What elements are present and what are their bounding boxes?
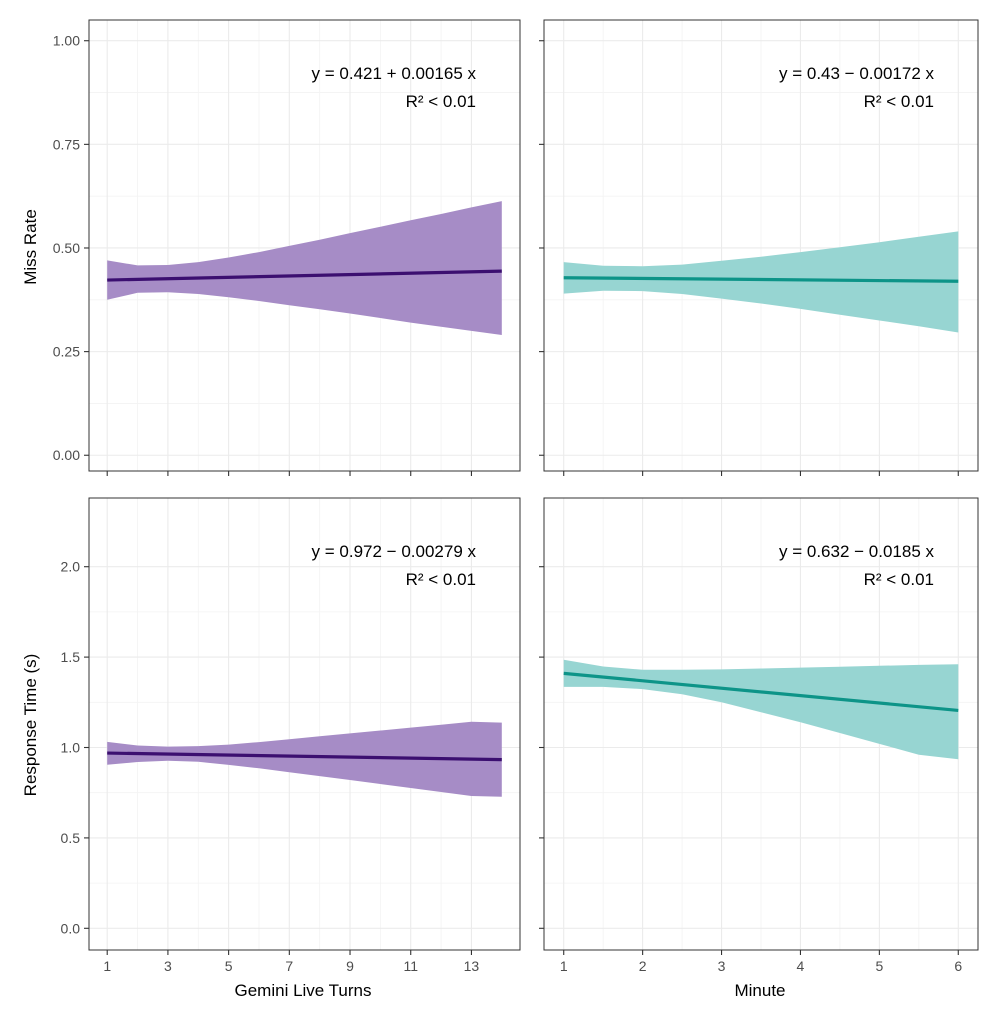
panel-bottom-right: 1 2 3 4 5 6 y = 0.632 − 0.0185 x R² < 0.01 — [539, 497, 979, 974]
y-tick-label: 0.25 — [53, 344, 80, 360]
r-squared-label: R² < 0.01 — [864, 570, 934, 589]
x-tick-label: 3 — [164, 958, 172, 974]
panel-border — [543, 19, 979, 472]
y-tick-label: 0.50 — [53, 240, 80, 256]
y-tick-label: 0.0 — [61, 920, 81, 936]
panel-border — [543, 497, 979, 951]
r-squared-label: R² < 0.01 — [406, 92, 476, 111]
regression-line — [563, 671, 959, 713]
y-tick-label: 0.5 — [61, 830, 81, 846]
y-tick-label: 0.00 — [53, 447, 80, 463]
x-tick-label: 13 — [464, 958, 480, 974]
y-tick-label: 1.00 — [53, 33, 80, 49]
y-tick-label: 0.75 — [53, 136, 80, 152]
equation-label: y = 0.421 + 0.00165 x — [312, 64, 477, 83]
x-tick-label: 9 — [346, 958, 354, 974]
regression-line — [563, 276, 959, 283]
panel-background — [89, 498, 520, 950]
y-tick-label: 1.5 — [61, 649, 81, 665]
panel-top-left: 0.00 0.25 0.50 0.75 1.00 y = 0.421 + 0.00165 … — [53, 19, 521, 476]
panel-border — [88, 19, 521, 472]
panel-border — [88, 497, 521, 951]
x-tick-label: 7 — [285, 958, 293, 974]
confidence-band — [563, 231, 959, 333]
regression-line — [107, 751, 502, 762]
equation-label: y = 0.632 − 0.0185 x — [779, 542, 935, 561]
x-axis-title-gemini-live-turns: Gemini Live Turns — [235, 981, 372, 1000]
equation-label: y = 0.43 − 0.00172 x — [779, 64, 935, 83]
x-tick-label: 5 — [225, 958, 233, 974]
x-tick-label: 2 — [639, 958, 647, 974]
equation-label: y = 0.972 − 0.00279 x — [312, 542, 477, 561]
x-tick-label: 1 — [560, 958, 568, 974]
x-axis-title-minute: Minute — [734, 981, 785, 1000]
confidence-band — [107, 721, 502, 797]
y-axis-title-response-time: Response Time (s) — [21, 654, 40, 797]
y-axis-title-miss-rate: Miss Rate — [21, 209, 40, 285]
x-tick-label: 4 — [797, 958, 805, 974]
confidence-band — [563, 659, 959, 760]
panel-bottom-left: 0.00.51.01.52.01 3 5 7 9 11 13y = 0.972 − 0.00… — [61, 497, 521, 974]
x-tick-label: 11 — [403, 958, 418, 974]
r-squared-label: R² < 0.01 — [864, 92, 934, 111]
x-tick-label: 5 — [875, 958, 883, 974]
y-tick-label: 1.0 — [61, 740, 81, 756]
x-tick-label: 3 — [718, 958, 726, 974]
r-squared-label: R² < 0.01 — [406, 570, 476, 589]
regression-line — [107, 269, 502, 282]
panel-top-right: y = 0.43 − 0.00172 x R² < 0.01 — [539, 19, 979, 476]
confidence-band — [107, 201, 502, 335]
y-tick-label: 2.0 — [61, 559, 81, 575]
x-tick-label: 6 — [954, 958, 962, 974]
x-tick-label: 1 — [103, 958, 111, 974]
